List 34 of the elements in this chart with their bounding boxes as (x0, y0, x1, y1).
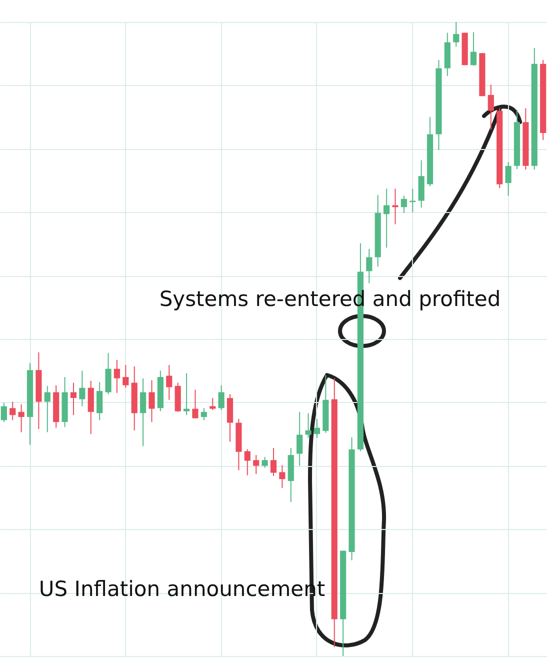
candlestick (384, 188, 390, 248)
candlestick (96, 382, 103, 421)
candlestick (183, 372, 190, 416)
candlestick (270, 448, 277, 476)
candlestick (279, 464, 286, 488)
candlestick (192, 389, 198, 419)
candlestick (488, 84, 494, 130)
candlestick (166, 364, 172, 400)
candlestick (140, 378, 146, 447)
candlestick (262, 456, 268, 468)
candlestick (505, 162, 512, 196)
candlestick (122, 364, 129, 388)
candlestick (305, 412, 312, 438)
candlestick (10, 401, 16, 421)
candlestick (79, 370, 86, 407)
candlestick (18, 404, 24, 433)
candlestick (296, 411, 303, 466)
candlestick (366, 248, 372, 284)
candlestick (453, 22, 460, 48)
candlestick (392, 188, 398, 225)
candlestick (218, 384, 224, 411)
candlestick (70, 382, 77, 416)
candlestick (314, 418, 320, 438)
candlestick (253, 454, 260, 475)
candlestick (244, 448, 250, 476)
candlestick (105, 352, 112, 395)
candlestick (114, 359, 120, 394)
candlestick (44, 385, 50, 433)
candlestick (148, 380, 155, 423)
candlestick (470, 32, 477, 66)
candlestick (210, 397, 216, 411)
candlestick (200, 408, 207, 421)
candlestick (400, 195, 407, 214)
candlestick (0, 402, 7, 423)
